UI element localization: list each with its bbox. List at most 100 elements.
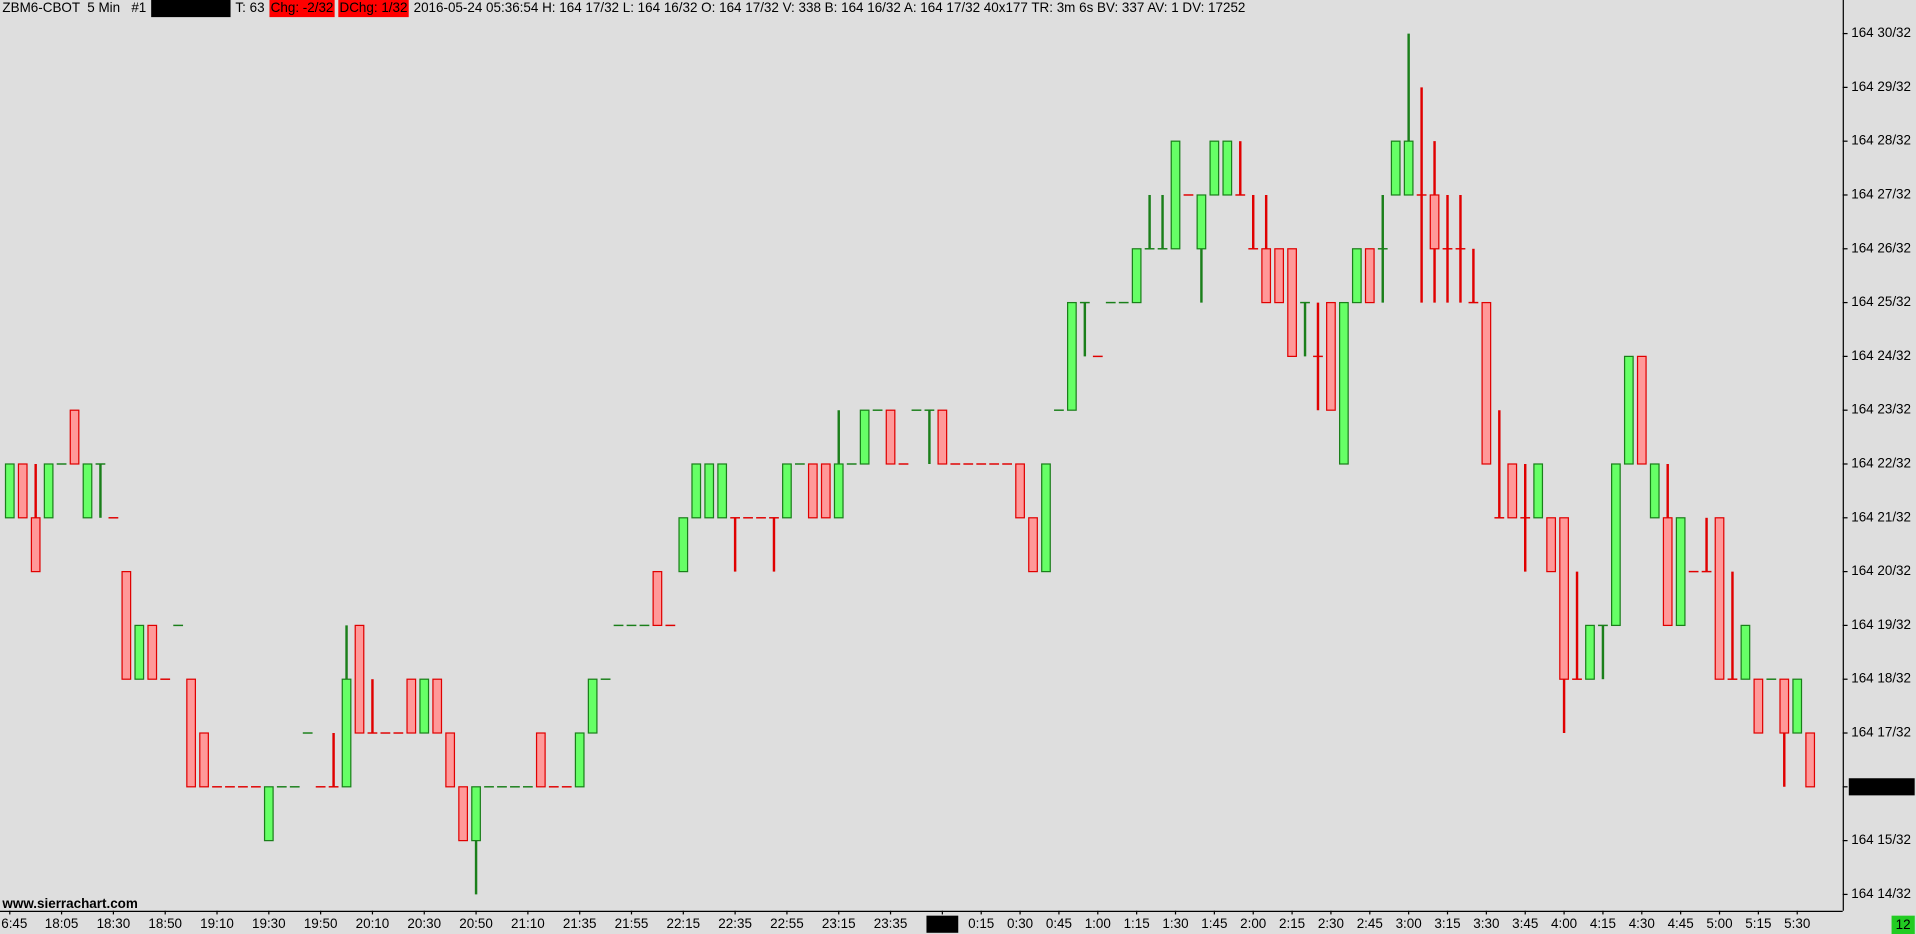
candle-body bbox=[1170, 140, 1181, 250]
candle-body bbox=[134, 624, 145, 680]
x-tick-label: 22:35 bbox=[718, 916, 752, 931]
header-field: C: 164 16/32 bbox=[152, 0, 229, 15]
candle-body bbox=[859, 409, 870, 465]
candle-body bbox=[1390, 140, 1401, 196]
candle-body bbox=[1028, 517, 1038, 573]
x-tick-label: 18:30 bbox=[97, 916, 131, 931]
candle-body bbox=[1131, 248, 1142, 304]
candle-body bbox=[1805, 732, 1816, 788]
candle-body bbox=[704, 463, 715, 519]
header-field: Chg: -2/32 bbox=[271, 0, 334, 15]
x-tick-label: 1:15 bbox=[1124, 916, 1150, 931]
candle-body bbox=[885, 409, 896, 465]
y-tick-label: 164 30/32 bbox=[1851, 25, 1911, 40]
x-tick-label: 3:00 bbox=[1396, 916, 1422, 931]
x-tick-label: 19:30 bbox=[252, 916, 286, 931]
candle-body bbox=[419, 678, 430, 734]
x-tick-label: 20:50 bbox=[459, 916, 493, 931]
candle-body bbox=[186, 678, 196, 788]
x-tick-label: 1:00 bbox=[1085, 916, 1111, 931]
candle-body bbox=[1753, 678, 1764, 734]
y-tick-label: 164 22/32 bbox=[1851, 456, 1911, 471]
candle-body bbox=[717, 463, 728, 519]
x-tick-label: 0:15 bbox=[968, 916, 994, 931]
candle-body bbox=[69, 409, 80, 465]
candle-body bbox=[678, 517, 689, 573]
candle-body bbox=[1196, 194, 1207, 250]
candle-body bbox=[406, 678, 417, 734]
candle-body bbox=[17, 463, 28, 519]
candle-body bbox=[1403, 140, 1414, 196]
candle-body bbox=[1740, 624, 1751, 680]
y-tick-label: 164 27/32 bbox=[1851, 187, 1911, 202]
y-tick-label: 164 29/32 bbox=[1851, 79, 1911, 94]
candle-body bbox=[1559, 517, 1569, 680]
y-tick-label: 164 15/32 bbox=[1851, 832, 1911, 847]
candle-body bbox=[1261, 248, 1272, 304]
candle-body bbox=[937, 409, 948, 465]
y-tick-label: 164 21/32 bbox=[1851, 509, 1911, 524]
candle-body bbox=[354, 624, 365, 734]
y-tick-label: 164 17/32 bbox=[1851, 725, 1911, 740]
x-tick-label: 4:45 bbox=[1668, 916, 1694, 931]
date-marker-box bbox=[926, 915, 959, 933]
candle-body bbox=[1611, 463, 1621, 627]
candle-body bbox=[535, 732, 546, 788]
x-tick-label: 2:15 bbox=[1279, 916, 1305, 931]
candle-body bbox=[691, 463, 702, 519]
candle-body bbox=[833, 463, 844, 519]
header-field-bg bbox=[338, 0, 409, 18]
x-tick-label: 5-24 bbox=[929, 916, 956, 931]
x-tick-label: 3:15 bbox=[1434, 916, 1460, 931]
last-price-box bbox=[1848, 778, 1915, 796]
x-tick-label: 19:50 bbox=[304, 916, 338, 931]
x-tick-label: 2:45 bbox=[1357, 916, 1383, 931]
y-tick-label: 164 20/32 bbox=[1851, 563, 1911, 578]
header-field-bg bbox=[269, 0, 335, 18]
x-tick-label: 5:30 bbox=[1784, 916, 1810, 931]
x-tick-label: 19:10 bbox=[200, 916, 234, 931]
candle-body bbox=[1364, 248, 1375, 304]
header-field: 2016-05-24 05:36:54 H: 164 17/32 L: 164 … bbox=[414, 0, 1246, 15]
y-tick-label: 164 19/32 bbox=[1851, 617, 1911, 632]
candle-body bbox=[1351, 248, 1362, 304]
x-tick-label: 20:10 bbox=[356, 916, 390, 931]
candle-body bbox=[820, 463, 831, 519]
y-tick-label: 164 28/32 bbox=[1851, 133, 1911, 148]
candle-body bbox=[1274, 248, 1285, 304]
x-tick-label: 18:50 bbox=[148, 916, 182, 931]
candle-body bbox=[1636, 355, 1647, 465]
candle-body bbox=[1507, 463, 1518, 519]
candle-body bbox=[1287, 248, 1297, 358]
candle-body bbox=[458, 786, 469, 842]
corner-badge-box bbox=[1891, 915, 1915, 934]
x-tick-label: 1:45 bbox=[1201, 916, 1227, 931]
x-tick-label: 4:15 bbox=[1590, 916, 1616, 931]
header-field: DChg: 1/32 bbox=[340, 0, 408, 15]
candle-body bbox=[199, 732, 209, 788]
candle-body bbox=[574, 732, 585, 788]
y-tick-label: 164 24/32 bbox=[1851, 348, 1911, 363]
y-tick-label: 164 26/32 bbox=[1851, 240, 1911, 255]
y-tick-label: 164 18/32 bbox=[1851, 671, 1911, 686]
x-tick-label: 3:45 bbox=[1512, 916, 1538, 931]
candle-body bbox=[1649, 463, 1660, 519]
candle-body bbox=[782, 463, 792, 519]
axes: 164 14/32 164 15/32 164 16/32 164 17/32 164 … bbox=[1, 25, 1915, 933]
candle-body bbox=[1792, 678, 1803, 734]
x-tick-label: 20:30 bbox=[407, 916, 441, 931]
x-tick-label: 22:15 bbox=[666, 916, 700, 931]
x-tick-label: 21:35 bbox=[563, 916, 597, 931]
candle-body bbox=[82, 463, 93, 519]
header-field-bg bbox=[151, 0, 231, 18]
candle-body bbox=[1015, 463, 1025, 519]
x-tick-label: 1:30 bbox=[1162, 916, 1188, 931]
x-tick-label: 23:35 bbox=[874, 916, 908, 931]
header: ZBM6-CBOT 5 Min #1 C: 164 16/32 T: 63 Chg: … bbox=[2, 0, 1246, 18]
x-tick-label: 23:15 bbox=[822, 916, 856, 931]
candle-body bbox=[30, 517, 41, 573]
candle-body bbox=[1779, 678, 1790, 734]
